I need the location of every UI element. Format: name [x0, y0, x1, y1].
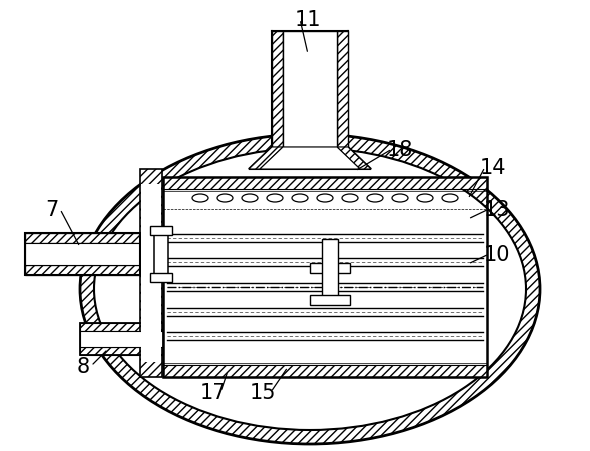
Bar [25, 234, 140, 244]
Ellipse shape [80, 135, 540, 444]
Bar [80, 347, 163, 355]
Polygon shape [249, 147, 371, 170]
Text: 18: 18 [387, 140, 413, 160]
Bar [154, 234, 168, 276]
Ellipse shape [192, 194, 208, 202]
Bar [80, 323, 163, 331]
Ellipse shape [267, 194, 283, 202]
Bar [141, 184, 161, 362]
Bar [322, 239, 338, 299]
Bar [25, 244, 140, 265]
Ellipse shape [317, 194, 333, 202]
Bar [25, 234, 140, 276]
Ellipse shape [242, 194, 258, 202]
Text: 11: 11 [295, 10, 321, 30]
Bar [163, 178, 487, 377]
Ellipse shape [442, 194, 458, 202]
Bar [283, 32, 337, 147]
Bar [310, 263, 350, 273]
Ellipse shape [217, 194, 233, 202]
Polygon shape [260, 147, 360, 170]
Bar [310, 295, 350, 305]
Bar [80, 323, 163, 355]
Bar [25, 265, 140, 276]
Ellipse shape [417, 194, 433, 202]
Ellipse shape [342, 194, 358, 202]
Bar [163, 365, 487, 377]
Ellipse shape [367, 194, 383, 202]
Polygon shape [337, 147, 371, 170]
Bar [140, 170, 162, 377]
Bar [337, 32, 348, 147]
Bar [150, 273, 172, 282]
Ellipse shape [292, 194, 308, 202]
Ellipse shape [392, 194, 408, 202]
Text: 7: 7 [45, 199, 58, 220]
Polygon shape [249, 147, 283, 170]
Bar [272, 32, 283, 147]
Text: 13: 13 [484, 199, 510, 220]
Bar [80, 331, 163, 347]
Bar [163, 178, 487, 189]
Text: 10: 10 [484, 244, 510, 264]
Text: 8: 8 [77, 356, 90, 376]
Text: 14: 14 [480, 158, 506, 178]
Ellipse shape [94, 149, 526, 430]
Text: 15: 15 [250, 382, 276, 402]
Text: 17: 17 [200, 382, 226, 402]
Bar [150, 226, 172, 235]
